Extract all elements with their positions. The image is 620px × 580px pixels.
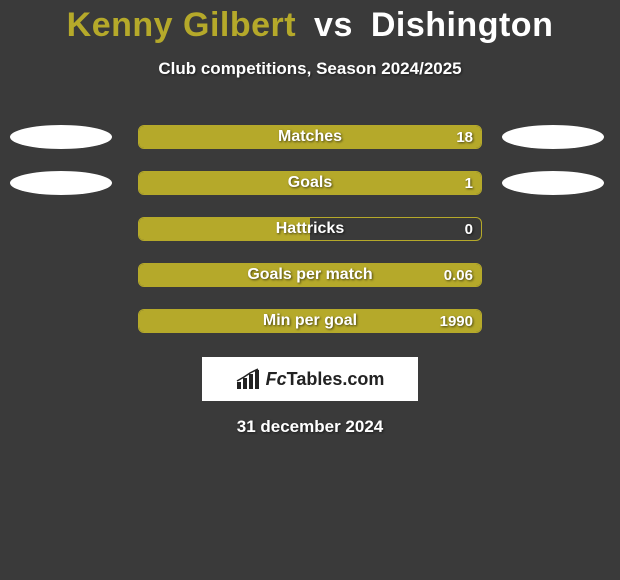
date-text: 31 december 2024: [0, 417, 620, 437]
logo-text-rest: Tables.com: [287, 369, 385, 389]
stat-label: Goals per match: [139, 264, 481, 286]
player2-name: Dishington: [371, 6, 554, 44]
stat-row: Hattricks0: [0, 217, 620, 241]
player2-ellipse: [502, 125, 604, 149]
logo-text-prefix: Fc: [266, 369, 287, 389]
stat-row: Matches18: [0, 125, 620, 149]
stat-bar-track: Hattricks0: [138, 217, 482, 241]
stat-bar-track: Goals1: [138, 171, 482, 195]
stat-value-left: 1: [465, 172, 473, 194]
stat-label: Hattricks: [139, 218, 481, 240]
bar-chart-icon: [236, 368, 262, 390]
subtitle: Club competitions, Season 2024/2025: [0, 59, 620, 79]
stat-bar-track: Goals per match0.06: [138, 263, 482, 287]
stat-row: Min per goal1990: [0, 309, 620, 333]
fctables-logo: FcTables.com: [202, 357, 418, 401]
stat-value-left: 0: [465, 218, 473, 240]
stat-value-left: 18: [456, 126, 473, 148]
stat-value-left: 1990: [440, 310, 473, 332]
logo-text: FcTables.com: [266, 369, 385, 390]
player1-name: Kenny Gilbert: [67, 6, 296, 44]
page-title: Kenny Gilbert vs Dishington: [0, 0, 620, 45]
stats-rows: Matches18 Goals1 Hattricks0 Goals per match…: [0, 125, 620, 333]
stat-value-left: 0.06: [444, 264, 473, 286]
vs-separator: vs: [314, 6, 353, 44]
stat-label: Goals: [139, 172, 481, 194]
stat-bar-track: Min per goal1990: [138, 309, 482, 333]
player2-ellipse: [502, 171, 604, 195]
stat-row: Goals1: [0, 171, 620, 195]
player1-ellipse: [10, 171, 112, 195]
stat-label: Min per goal: [139, 310, 481, 332]
stat-row: Goals per match0.06: [0, 263, 620, 287]
stat-bar-track: Matches18: [138, 125, 482, 149]
player1-ellipse: [10, 125, 112, 149]
stat-label: Matches: [139, 126, 481, 148]
